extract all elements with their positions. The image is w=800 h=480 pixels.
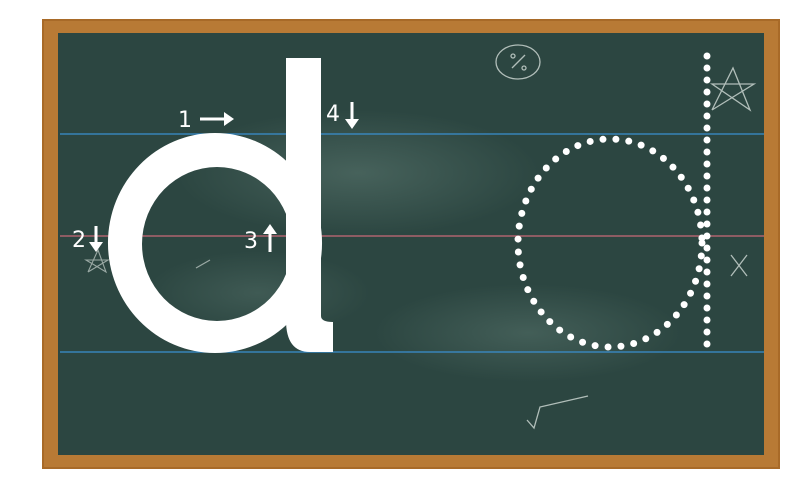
stroke-step-2: 2 bbox=[72, 226, 103, 253]
percent-doodle-icon bbox=[495, 44, 541, 80]
stroke-step-1: 1 bbox=[178, 108, 234, 133]
square-root-doodle-icon bbox=[526, 395, 589, 430]
letter-bowl bbox=[107, 133, 323, 353]
x-doodle-icon bbox=[730, 254, 748, 277]
star-doodle-icon bbox=[709, 66, 757, 112]
stroke-step-3: 3 bbox=[244, 224, 277, 254]
arrow-down-icon bbox=[345, 102, 359, 129]
model-letter bbox=[107, 58, 333, 353]
stroke-number-1: 1 bbox=[178, 108, 192, 133]
stroke-number-3: 3 bbox=[244, 229, 258, 254]
arrow-right-icon bbox=[200, 112, 234, 126]
tracing-letter[interactable] bbox=[514, 52, 711, 351]
chalkboard-surface bbox=[58, 33, 764, 455]
letter-stem bbox=[286, 58, 333, 352]
tracing-bowl[interactable] bbox=[514, 135, 706, 351]
star-doodle-icon bbox=[84, 248, 110, 274]
chalk-mark bbox=[195, 259, 211, 269]
stroke-number-2: 2 bbox=[72, 228, 86, 253]
arrow-down-icon bbox=[89, 226, 103, 252]
stroke-number-4: 4 bbox=[326, 102, 340, 127]
stroke-step-4: 4 bbox=[326, 102, 359, 129]
arrow-up-icon bbox=[263, 224, 277, 252]
